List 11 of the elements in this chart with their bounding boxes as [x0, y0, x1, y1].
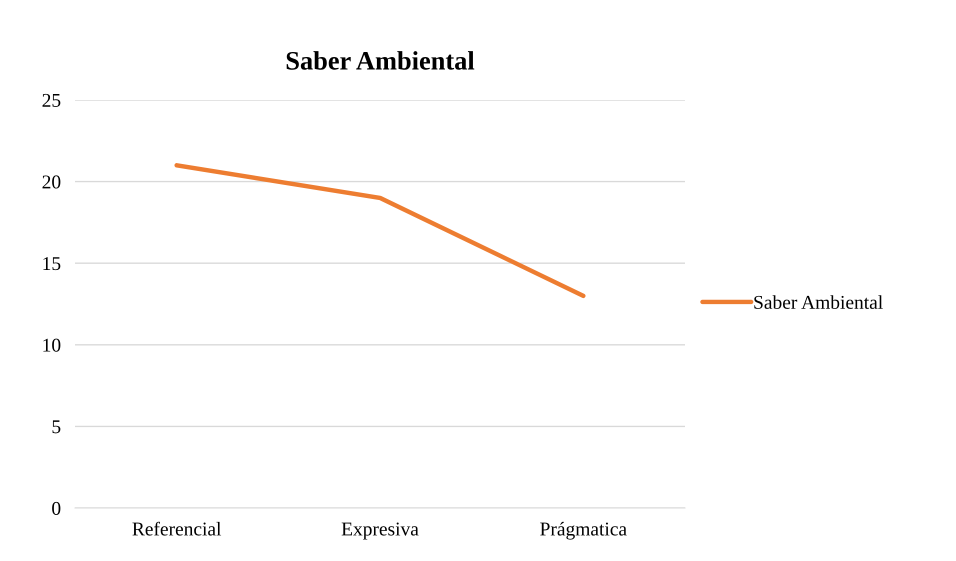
y-tick-label: 0	[52, 502, 60, 515]
y-tick-label: 15	[43, 257, 60, 270]
y-tick-label: 25	[42, 94, 60, 107]
y-tick-label: 10	[43, 338, 60, 352]
x-tick-label: Prágmatica	[540, 522, 627, 540]
y-tick-label: 5	[52, 420, 60, 434]
x-tick-label: Referencial	[132, 522, 222, 536]
y-tick-label: 20	[42, 175, 60, 189]
x-tick-label: Expresiva	[342, 522, 419, 540]
chart-title: Saber Ambiental	[286, 51, 474, 70]
legend-label: Saber Ambiental	[754, 295, 883, 309]
